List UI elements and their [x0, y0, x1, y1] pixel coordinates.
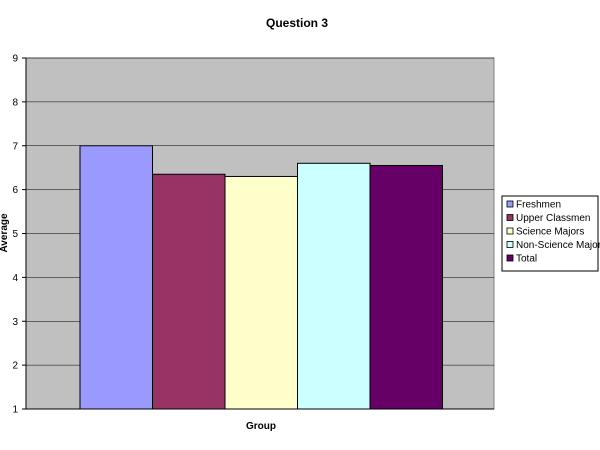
y-tick-label: 8 — [12, 97, 18, 108]
legend-swatch — [506, 227, 514, 235]
y-tick-label: 4 — [12, 273, 18, 284]
legend-label: Non-Science Majors — [516, 240, 600, 251]
x-axis-label: Group — [246, 421, 276, 432]
legend-label: Upper Classmen — [516, 213, 590, 224]
y-tick-label: 1 — [12, 405, 18, 416]
bar-freshmen — [79, 145, 153, 410]
y-tick-label: 7 — [12, 141, 18, 152]
y-tick-label: 6 — [12, 185, 18, 196]
legend-label: Science Majors — [516, 227, 584, 238]
legend-label: Freshmen — [516, 200, 561, 211]
legend-swatch — [506, 214, 514, 221]
bar-total — [369, 164, 443, 410]
y-axis-label: Average — [0, 213, 10, 253]
legend-swatch — [506, 254, 514, 262]
y-tick-label: 9 — [12, 54, 18, 65]
y-tick-label: 2 — [12, 361, 18, 372]
legend: Freshmen Upper Classmen Science Majors Non-… — [501, 195, 600, 272]
legend-box — [501, 195, 599, 272]
bar-non-science-majors — [297, 162, 371, 410]
bars — [79, 145, 443, 410]
y-axis-ticks: 1 2 3 4 5 6 7 8 9 — [12, 54, 26, 416]
legend-swatch — [506, 241, 514, 248]
y-tick-label: 3 — [12, 317, 18, 328]
y-tick-label: 5 — [12, 229, 18, 240]
legend-swatch — [506, 200, 514, 208]
legend-label: Total — [516, 254, 537, 265]
bar-science-majors — [224, 175, 298, 410]
chart-title: Question 3 — [266, 16, 328, 30]
bar-upper-classmen — [152, 173, 226, 410]
legend-items: Freshmen Upper Classmen Science Majors Non-… — [506, 200, 600, 265]
